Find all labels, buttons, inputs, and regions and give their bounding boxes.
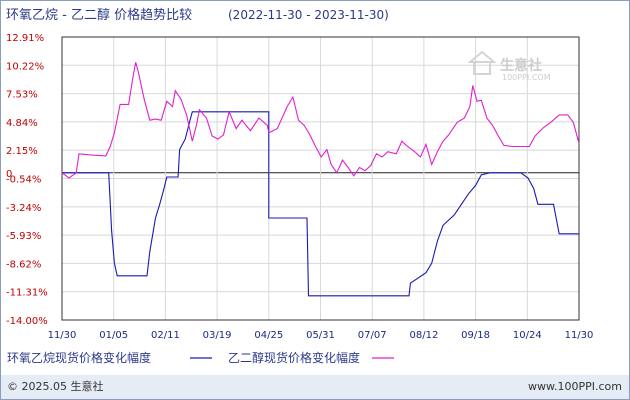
y-tick-label: 2.15% xyxy=(6,146,38,157)
y-tick-label: -3.24% xyxy=(6,203,41,214)
legend: 环氧乙烷现货价格变化幅度 乙二醇现货价格变化幅度 xyxy=(7,350,394,365)
y-tick-label: 4.84% xyxy=(6,118,38,129)
x-tick-label: 08/12 xyxy=(409,330,438,341)
series-line-2 xyxy=(61,62,580,179)
y-tick-label: -0.54% xyxy=(6,174,41,185)
watermark-url: 100PPI.COM xyxy=(502,73,551,82)
y-tick-label: -8.62% xyxy=(6,259,41,270)
watermark-name: 生意社 xyxy=(500,57,542,74)
y-tick-label: 7.53% xyxy=(6,90,38,101)
x-axis-ticks: 11/30 01/05 02/11 03/19 04/25 05/31 07/07 08/12… xyxy=(48,330,594,341)
y-tick-label: -11.31% xyxy=(6,288,48,299)
y-tick-label: -5.93% xyxy=(6,231,41,242)
chart-title: 环氧乙烷 - 乙二醇 价格趋势比较 xyxy=(6,7,192,23)
zero-label: 0 xyxy=(6,169,12,180)
y-axis-ticks: 12.91% 10.22% 7.53% 4.84% 2.15% -0.54% -3.24% -… xyxy=(6,33,48,327)
x-tick-label: 04/25 xyxy=(254,330,283,341)
x-tick-label: 10/24 xyxy=(513,330,542,341)
legend-label-series2: 乙二醇现货价格变化幅度 xyxy=(228,350,360,365)
x-tick-label: 02/11 xyxy=(151,330,180,341)
series-line-1 xyxy=(62,111,579,297)
y-tick-label: -14.00% xyxy=(6,316,48,327)
footer-bar xyxy=(1,375,629,399)
legend-label-series1: 环氧乙烷现货价格变化幅度 xyxy=(7,350,151,365)
watermark: 生意社 100PPI.COM xyxy=(467,50,551,82)
footer-copyright: © 2025.05 生意社 xyxy=(7,379,103,393)
x-tick-label: 07/07 xyxy=(358,330,387,341)
y-tick-label: 12.91% xyxy=(6,33,44,44)
x-tick-label: 03/19 xyxy=(203,330,232,341)
series-lines xyxy=(61,62,580,297)
footer-site-link[interactable]: www.100PPI.com xyxy=(528,380,622,393)
x-tick-label: 05/31 xyxy=(306,330,335,341)
plot-area-border xyxy=(61,36,580,321)
y-tick-label: 10.22% xyxy=(6,61,44,72)
chart-date-range: (2022-11-30 - 2023-11-30) xyxy=(228,8,389,22)
x-tick-label: 01/05 xyxy=(99,330,128,341)
x-tick-label: 11/30 xyxy=(48,330,77,341)
x-tick-label: 11/30 xyxy=(565,330,594,341)
watermark-house-icon xyxy=(467,50,497,75)
x-tick-label: 09/18 xyxy=(461,330,490,341)
